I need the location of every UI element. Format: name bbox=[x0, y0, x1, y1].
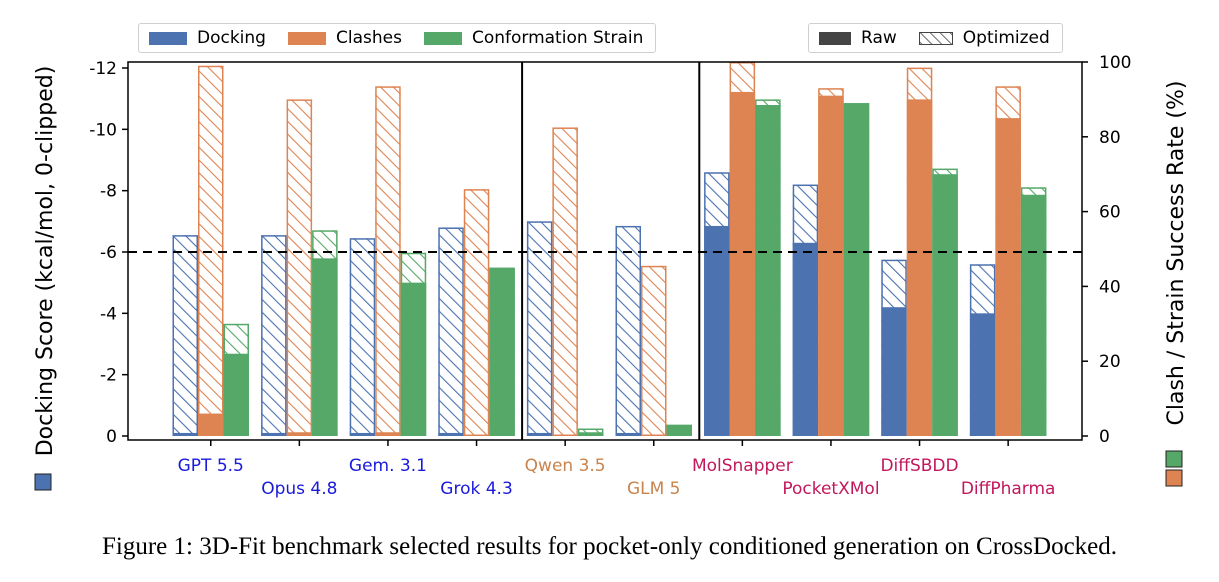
docking-optimized-bar bbox=[615, 225, 641, 436]
left-tick-label: -8 bbox=[100, 182, 117, 202]
category-label: Qwen 3.5 bbox=[525, 456, 606, 476]
right-tick-label: 100 bbox=[1099, 53, 1131, 73]
clashes-optimized-bar bbox=[552, 127, 578, 436]
axes-layer bbox=[122, 61, 1088, 446]
right-tick-label: 0 bbox=[1099, 427, 1110, 447]
docking-raw-bar bbox=[172, 432, 198, 436]
legend-docking-label: Docking bbox=[197, 28, 266, 48]
docking-raw-bar bbox=[969, 313, 996, 436]
docking-optimized-bar bbox=[349, 238, 376, 436]
docking-optimized-bar bbox=[438, 227, 464, 436]
clashes-raw-bar bbox=[906, 99, 933, 437]
category-label: DiffPharma bbox=[961, 479, 1056, 499]
strain-raw-bar bbox=[400, 282, 427, 436]
category-label: MolSnapper bbox=[692, 456, 793, 476]
docking-raw-bar bbox=[438, 432, 464, 436]
clashes-optimized-bar bbox=[375, 86, 401, 436]
docking-raw-bar bbox=[792, 242, 819, 436]
category-label: Grok 4.3 bbox=[440, 479, 512, 499]
legend-raw-label: Raw bbox=[861, 28, 897, 48]
series-legend: Docking Clashes Conformation Strain bbox=[138, 23, 657, 53]
clashes-optimized-bar bbox=[641, 265, 667, 436]
category-label: Gem. 3.1 bbox=[349, 456, 427, 476]
clashes-raw-bar bbox=[286, 432, 313, 436]
right-tick-label: 20 bbox=[1099, 352, 1121, 372]
clashes-optimized-outline bbox=[463, 189, 490, 436]
category-label: PocketXMol bbox=[782, 479, 879, 499]
right-tick-label: 80 bbox=[1099, 128, 1121, 148]
docking-raw-bar bbox=[615, 432, 641, 436]
strain-raw-bar bbox=[577, 432, 604, 436]
bars-layer bbox=[172, 62, 1047, 437]
strain-raw-bar bbox=[1020, 194, 1047, 436]
left-axis-label: Docking Score (kcal/mol, 0-clipped) bbox=[33, 66, 58, 457]
left-tick-label: -4 bbox=[100, 304, 117, 324]
clashes-optimized-bar bbox=[286, 99, 313, 437]
docking-raw-bar bbox=[526, 432, 553, 436]
category-label: Opus 4.8 bbox=[261, 479, 337, 499]
strain-raw-bar bbox=[489, 267, 515, 436]
legend-clashes-label: Clashes bbox=[335, 28, 402, 48]
clashes-raw-bar bbox=[729, 91, 756, 437]
plot-frame bbox=[127, 61, 1083, 441]
docking-optimized-bar bbox=[172, 235, 198, 436]
benchmark-chart: 0 -2 -4 -6 -8 -10 -12 0 20 40 60 80 100 GPT 5.5 Opus 4… bbox=[33, 53, 1189, 499]
strain-raw-bar bbox=[932, 174, 958, 436]
right-axis-label: Clash / Strain Success Rate (%) bbox=[1164, 81, 1189, 426]
strain-raw-bar bbox=[755, 105, 781, 436]
strain-raw-bar bbox=[223, 353, 249, 436]
clashes-optimized-outline bbox=[641, 265, 667, 436]
clashes-optimized-bar bbox=[463, 189, 490, 436]
figure-caption: Figure 1: 3D-Fit benchmark selected resu… bbox=[101, 533, 1118, 560]
legend-item-docking: Docking bbox=[149, 28, 266, 48]
right-tick-label: 40 bbox=[1099, 277, 1121, 297]
left-tick-label: -2 bbox=[100, 366, 117, 386]
category-label: GLM 5 bbox=[627, 479, 681, 499]
clashes-raw-bar bbox=[818, 95, 844, 436]
strain-raw-bar bbox=[312, 258, 338, 436]
docking-raw-bar bbox=[704, 225, 730, 436]
clashes-optimized-bar bbox=[198, 65, 224, 437]
legend-item-raw: Raw bbox=[819, 28, 897, 48]
left-tick-label: 0 bbox=[106, 427, 117, 447]
docking-swatch bbox=[149, 31, 187, 45]
strain-swatch bbox=[423, 31, 462, 45]
raw-swatch bbox=[819, 31, 851, 45]
clashes-swatch bbox=[287, 31, 326, 45]
optimized-swatch bbox=[918, 31, 953, 45]
docking-optimized-bar bbox=[261, 235, 287, 436]
left-tick-label: -12 bbox=[89, 59, 117, 79]
right-tick-label: 60 bbox=[1099, 203, 1121, 223]
legend-item-clashes: Clashes bbox=[287, 28, 402, 48]
docking-optimized-bar bbox=[526, 221, 553, 436]
right-axis-clashes-swatch bbox=[1165, 469, 1183, 487]
style-legend: Raw Optimized bbox=[808, 23, 1063, 53]
legend-strain-label: Conformation Strain bbox=[471, 28, 644, 48]
left-tick-label: -10 bbox=[89, 120, 117, 140]
legend-item-strain: Conformation Strain bbox=[423, 28, 644, 48]
left-axis-docking-swatch bbox=[34, 473, 52, 491]
right-axis-strain-swatch bbox=[1165, 450, 1183, 468]
category-label: DiffSBDD bbox=[880, 456, 958, 476]
docking-raw-bar bbox=[261, 432, 287, 436]
clashes-optimized-outline bbox=[552, 127, 578, 436]
legend-optimized-label: Optimized bbox=[962, 28, 1050, 48]
strain-raw-bar bbox=[843, 103, 870, 436]
left-tick-label: -6 bbox=[100, 243, 117, 263]
legend-item-optimized: Optimized bbox=[918, 28, 1050, 48]
docking-raw-bar bbox=[349, 432, 376, 436]
clashes-raw-bar bbox=[995, 118, 1021, 436]
docking-raw-bar bbox=[881, 307, 907, 436]
clashes-raw-bar bbox=[375, 432, 401, 436]
strain-raw-bar bbox=[666, 424, 692, 436]
category-label: GPT 5.5 bbox=[178, 456, 244, 476]
labels-layer: 0 -2 -4 -6 -8 -10 -12 0 20 40 60 80 100 GPT 5.5 Opus 4… bbox=[33, 53, 1189, 499]
clashes-raw-bar bbox=[198, 413, 224, 436]
